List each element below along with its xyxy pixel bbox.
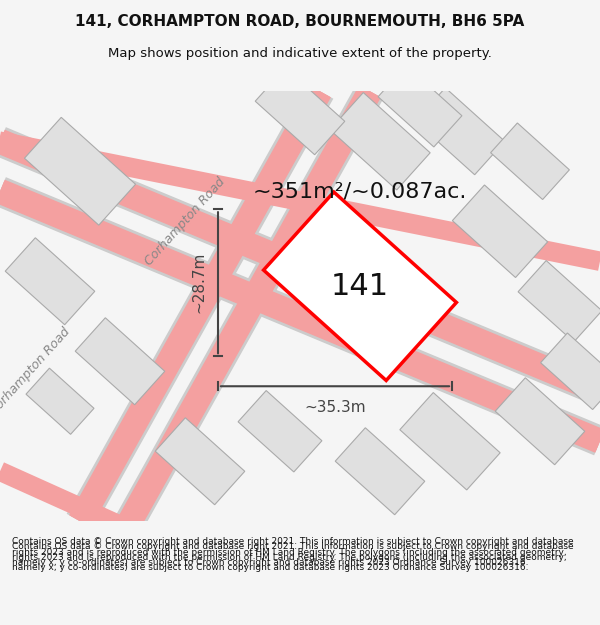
- Polygon shape: [5, 238, 95, 325]
- Text: Map shows position and indicative extent of the property.: Map shows position and indicative extent…: [108, 48, 492, 61]
- Polygon shape: [255, 68, 345, 155]
- Polygon shape: [25, 118, 136, 225]
- Polygon shape: [518, 261, 600, 342]
- Text: ~35.3m: ~35.3m: [304, 400, 366, 415]
- Text: Contains OS data © Crown copyright and database right 2021. This information is : Contains OS data © Crown copyright and d…: [12, 538, 574, 568]
- Text: Corhampton Road: Corhampton Road: [142, 175, 227, 268]
- Polygon shape: [330, 92, 430, 190]
- Polygon shape: [263, 192, 457, 381]
- Polygon shape: [491, 123, 569, 199]
- Polygon shape: [155, 418, 245, 505]
- Polygon shape: [335, 428, 425, 515]
- Polygon shape: [400, 392, 500, 490]
- Text: ~351m²/~0.087ac.: ~351m²/~0.087ac.: [253, 181, 467, 201]
- Polygon shape: [75, 318, 165, 405]
- Polygon shape: [238, 391, 322, 472]
- Text: Contains OS data © Crown copyright and database right 2021. This information is : Contains OS data © Crown copyright and d…: [12, 542, 574, 572]
- Polygon shape: [452, 185, 548, 278]
- Text: 141, CORHAMPTON ROAD, BOURNEMOUTH, BH6 5PA: 141, CORHAMPTON ROAD, BOURNEMOUTH, BH6 5…: [76, 14, 524, 29]
- Polygon shape: [495, 378, 585, 465]
- Polygon shape: [541, 333, 600, 409]
- Text: Corhampton Road: Corhampton Road: [0, 325, 73, 418]
- Text: 141: 141: [331, 272, 389, 301]
- Polygon shape: [415, 88, 505, 175]
- Text: ~28.7m: ~28.7m: [191, 252, 206, 314]
- Polygon shape: [378, 66, 462, 147]
- Polygon shape: [26, 368, 94, 434]
